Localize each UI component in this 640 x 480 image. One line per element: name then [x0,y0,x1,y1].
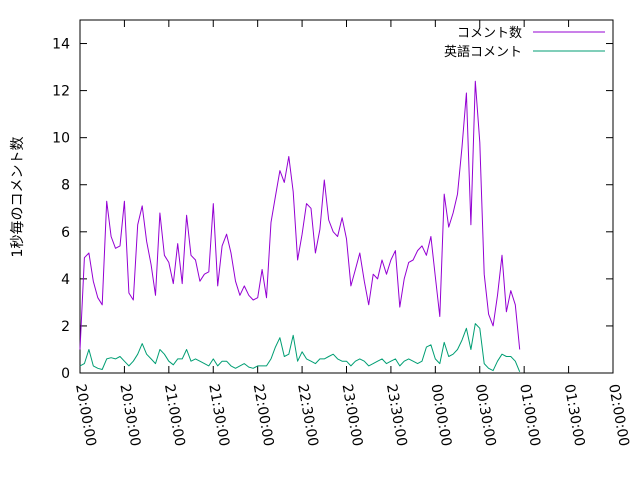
x-tick-label: 23:00:00 [339,383,366,448]
x-tick-label: 20:30:00 [116,383,143,448]
x-tick-label: 22:00:00 [250,383,277,448]
x-tick-label: 21:30:00 [205,383,232,448]
x-tick-label: 23:30:00 [383,383,410,448]
y-tick-label: 6 [61,225,70,241]
y-tick-label: 8 [61,178,70,194]
x-tick-label: 00:30:00 [472,383,499,448]
x-tick-label: 20:00:00 [72,383,99,448]
y-tick-label: 2 [61,319,70,335]
y-tick-label: 0 [61,366,70,382]
series-line-1 [79,80,521,350]
x-tick-label: 00:00:00 [427,383,454,448]
series-line-2 [79,323,521,372]
y-tick-label: 4 [61,272,70,288]
plot-frame [79,19,614,374]
x-tick-label: 22:30:00 [294,383,321,448]
y-tick-label: 10 [52,131,70,147]
x-tick-label: 01:00:00 [516,383,543,448]
x-tick-label: 02:00:00 [605,383,632,448]
series-layer [79,80,521,372]
y-tick-label: 14 [52,37,70,53]
x-tick-label: 21:00:00 [161,383,188,448]
y-axis: 0 2 4 6 8 10 12 14 [52,37,613,382]
x-axis: 20:00:00 20:30:00 21:00:00 21:30:00 22:00:00… [72,20,632,448]
legend-label-2: 英語コメント [444,44,522,60]
plot-border [79,19,614,374]
y-axis-label: 1秒毎のコメント数 [10,137,26,258]
legend-label-1: コメント数 [457,26,522,41]
y-tick-label: 12 [52,84,70,100]
x-tick-label: 01:30:00 [561,383,588,448]
